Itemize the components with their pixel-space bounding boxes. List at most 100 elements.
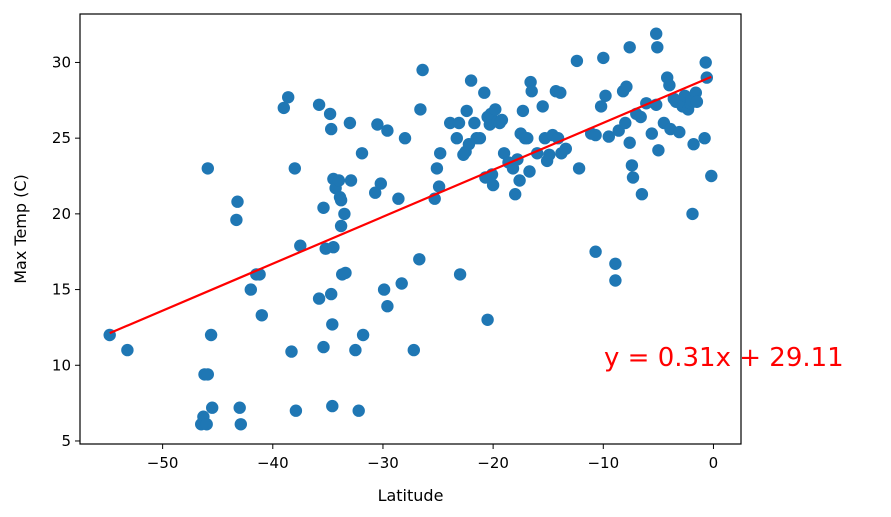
data-point bbox=[204, 328, 218, 342]
data-point bbox=[381, 124, 394, 137]
data-point bbox=[344, 174, 358, 187]
data-point bbox=[626, 171, 640, 184]
data-point bbox=[453, 268, 467, 281]
data-point bbox=[663, 79, 676, 92]
data-point bbox=[689, 86, 702, 99]
data-point bbox=[460, 104, 473, 118]
data-point bbox=[206, 401, 219, 414]
data-point bbox=[377, 283, 391, 296]
x-tick-label: −10 bbox=[587, 454, 619, 472]
data-point bbox=[495, 113, 509, 127]
x-tick-label: −30 bbox=[367, 454, 399, 472]
data-point bbox=[392, 192, 405, 205]
data-point bbox=[317, 340, 330, 354]
data-point bbox=[478, 86, 491, 99]
data-point bbox=[473, 132, 487, 145]
data-point bbox=[233, 401, 246, 414]
x-tick-label: −50 bbox=[147, 454, 179, 472]
data-point bbox=[381, 300, 394, 313]
data-point bbox=[572, 162, 586, 175]
data-point bbox=[343, 116, 357, 130]
data-point bbox=[325, 287, 338, 301]
y-tick-label: 15 bbox=[52, 281, 71, 299]
data-point bbox=[521, 132, 534, 145]
data-point bbox=[334, 194, 348, 207]
data-point bbox=[623, 41, 636, 54]
data-point bbox=[327, 241, 340, 254]
data-point bbox=[589, 245, 602, 258]
data-point bbox=[255, 309, 268, 322]
data-point bbox=[201, 368, 214, 381]
data-point bbox=[486, 178, 500, 192]
data-point bbox=[513, 174, 526, 187]
data-point bbox=[332, 174, 346, 187]
data-point bbox=[312, 292, 326, 305]
data-point bbox=[413, 253, 426, 266]
data-point bbox=[121, 343, 134, 357]
y-tick-label: 30 bbox=[52, 53, 71, 71]
data-point bbox=[468, 116, 481, 130]
data-point bbox=[690, 95, 704, 109]
data-point bbox=[326, 318, 339, 331]
data-point bbox=[554, 86, 567, 99]
data-point bbox=[334, 219, 348, 233]
data-point bbox=[464, 74, 478, 87]
data-point bbox=[430, 162, 444, 175]
data-point bbox=[244, 283, 257, 296]
data-point bbox=[645, 127, 658, 140]
data-point bbox=[450, 132, 463, 145]
data-point bbox=[326, 399, 339, 413]
data-point bbox=[559, 142, 572, 155]
data-point bbox=[481, 313, 494, 326]
y-tick-label: 20 bbox=[52, 205, 71, 223]
data-point bbox=[705, 169, 718, 183]
data-point bbox=[317, 201, 330, 214]
data-point bbox=[294, 239, 307, 252]
data-point bbox=[444, 116, 457, 130]
x-axis-label: Latitude bbox=[378, 486, 444, 505]
x-tick-label: −40 bbox=[257, 454, 289, 472]
data-point bbox=[352, 404, 365, 417]
regression-line bbox=[109, 75, 712, 335]
data-point bbox=[620, 80, 633, 93]
x-axis: −50 −40 −30 −20 −10 0 bbox=[147, 444, 718, 472]
data-point bbox=[635, 188, 649, 201]
data-point bbox=[416, 63, 429, 77]
data-point bbox=[634, 110, 647, 124]
data-point bbox=[543, 148, 556, 161]
data-point bbox=[589, 128, 602, 142]
points-layer bbox=[103, 27, 718, 431]
data-point bbox=[282, 91, 295, 104]
data-point bbox=[509, 188, 522, 201]
data-point bbox=[570, 54, 584, 68]
data-point bbox=[609, 257, 622, 270]
data-point bbox=[625, 159, 639, 172]
data-point bbox=[349, 343, 362, 357]
data-point bbox=[523, 165, 536, 178]
data-point bbox=[432, 180, 446, 193]
data-point bbox=[599, 89, 612, 103]
data-point bbox=[398, 132, 412, 145]
data-point bbox=[650, 27, 663, 40]
y-tick-label: 25 bbox=[52, 129, 71, 147]
data-point bbox=[201, 162, 214, 175]
y-axis-label: Max Temp (C) bbox=[11, 174, 30, 284]
data-point bbox=[288, 162, 301, 175]
data-point bbox=[285, 345, 298, 358]
data-point bbox=[609, 274, 622, 287]
data-point bbox=[619, 116, 632, 130]
data-point bbox=[651, 41, 664, 54]
data-point bbox=[686, 207, 699, 221]
data-point bbox=[369, 186, 382, 199]
data-point bbox=[234, 418, 247, 431]
x-tick-label: −20 bbox=[477, 454, 509, 472]
data-point bbox=[516, 104, 530, 118]
data-point bbox=[339, 266, 352, 280]
data-point bbox=[699, 56, 712, 69]
data-point bbox=[594, 100, 608, 113]
data-point bbox=[200, 418, 213, 431]
data-point bbox=[434, 147, 447, 160]
data-point bbox=[371, 118, 384, 131]
data-point bbox=[687, 138, 700, 151]
